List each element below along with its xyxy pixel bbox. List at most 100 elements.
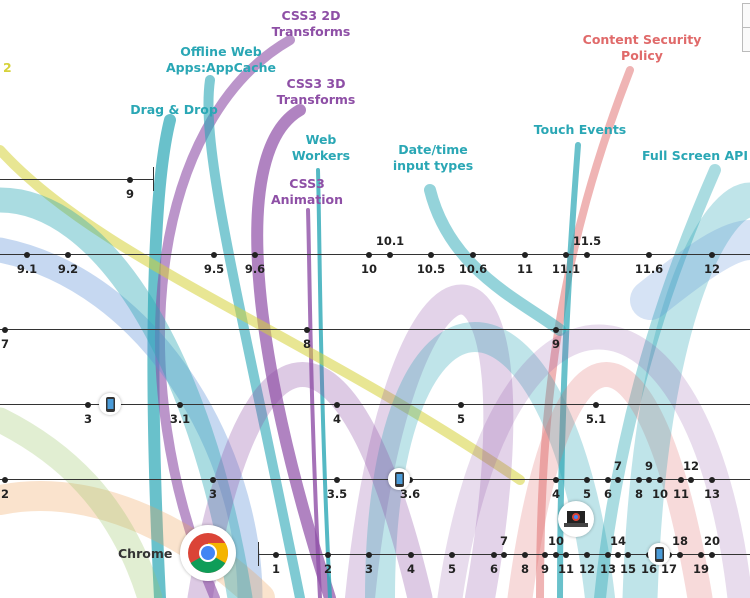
version-dot[interactable] — [449, 552, 455, 558]
feature-label[interactable]: CSS3 Animation — [270, 176, 344, 207]
version-dot[interactable] — [646, 252, 652, 258]
version-label: 1 — [271, 562, 281, 576]
feature-label[interactable]: Web Workers — [291, 132, 351, 163]
version-label: 4 — [406, 562, 416, 576]
version-dot[interactable] — [625, 552, 631, 558]
feature-ribbon — [0, 237, 263, 598]
version-dot[interactable] — [584, 477, 590, 483]
version-label: 10.6 — [458, 262, 488, 276]
version-dot[interactable] — [677, 552, 683, 558]
version-dot[interactable] — [522, 552, 528, 558]
feature-label[interactable]: CSS3 3D Transforms — [276, 76, 356, 107]
version-dot[interactable] — [2, 327, 8, 333]
version-dot[interactable] — [24, 252, 30, 258]
version-label: 6 — [603, 487, 613, 501]
version-label: 6 — [489, 562, 499, 576]
version-dot[interactable] — [678, 477, 684, 483]
browser-label-chrome: Chrome — [118, 546, 173, 561]
version-timeline — [0, 479, 750, 480]
version-dot[interactable] — [709, 552, 715, 558]
version-dot[interactable] — [491, 552, 497, 558]
feature-label[interactable]: Drag & Drop — [130, 102, 218, 117]
version-dot[interactable] — [688, 477, 694, 483]
version-dot[interactable] — [615, 477, 621, 483]
feature-ribbon — [622, 182, 750, 598]
version-dot[interactable] — [646, 477, 652, 483]
version-dot[interactable] — [366, 252, 372, 258]
version-dot[interactable] — [709, 477, 715, 483]
feature-ribbon — [437, 324, 750, 598]
version-dot[interactable] — [542, 552, 548, 558]
version-label: 15 — [619, 562, 637, 576]
timeline-end-tick — [258, 542, 259, 566]
version-label: 11 — [557, 562, 575, 576]
version-dot[interactable] — [553, 552, 559, 558]
feature-ribbon — [0, 187, 253, 598]
feature-label[interactable]: Full Screen API — [641, 148, 749, 163]
version-label: 2 — [323, 562, 333, 576]
version-dot[interactable] — [273, 552, 279, 558]
version-dot[interactable] — [470, 252, 476, 258]
version-dot[interactable] — [428, 252, 434, 258]
version-label: 3.1 — [169, 412, 191, 426]
zoom-in-button[interactable] — [742, 3, 750, 28]
version-timeline — [0, 329, 750, 330]
version-dot[interactable] — [458, 402, 464, 408]
version-label: 10 — [360, 262, 378, 276]
feature-ribbon — [316, 168, 332, 598]
version-dot[interactable] — [177, 402, 183, 408]
version-dot[interactable] — [85, 402, 91, 408]
version-dot[interactable] — [210, 477, 216, 483]
version-dot[interactable] — [334, 402, 340, 408]
version-dot[interactable] — [584, 552, 590, 558]
version-label: 9 — [125, 187, 135, 201]
feature-ribbon — [0, 481, 275, 598]
version-dot[interactable] — [366, 552, 372, 558]
version-dot[interactable] — [636, 477, 642, 483]
version-label: 10.5 — [416, 262, 446, 276]
version-dot[interactable] — [657, 477, 663, 483]
feature-label[interactable]: Touch Events — [533, 122, 627, 137]
version-dot[interactable] — [605, 552, 611, 558]
version-dot[interactable] — [501, 552, 507, 558]
version-dot[interactable] — [584, 252, 590, 258]
version-dot[interactable] — [698, 552, 704, 558]
version-dot[interactable] — [709, 252, 715, 258]
version-dot[interactable] — [2, 477, 8, 483]
version-dot[interactable] — [563, 552, 569, 558]
version-dot[interactable] — [325, 552, 331, 558]
version-dot[interactable] — [553, 477, 559, 483]
version-dot[interactable] — [615, 552, 621, 558]
version-dot[interactable] — [605, 477, 611, 483]
version-label: 13 — [599, 562, 617, 576]
feature-label[interactable]: Date/time input types — [392, 142, 474, 173]
version-dot[interactable] — [522, 252, 528, 258]
version-dot[interactable] — [408, 552, 414, 558]
feature-ribbon — [251, 104, 336, 598]
version-dot[interactable] — [563, 252, 569, 258]
version-label: 12 — [703, 262, 721, 276]
mobile-icon — [99, 393, 121, 415]
feature-label[interactable]: Offline Web Apps:AppCache — [166, 44, 276, 75]
version-dot[interactable] — [553, 327, 559, 333]
version-dot[interactable] — [593, 402, 599, 408]
version-dot[interactable] — [407, 477, 413, 483]
timeline-end-tick — [153, 167, 154, 191]
version-label: 11.5 — [572, 234, 602, 248]
version-dot[interactable] — [127, 177, 133, 183]
feature-label[interactable]: CSS3 2D Transforms — [271, 8, 351, 39]
version-dot[interactable] — [304, 327, 310, 333]
version-dot[interactable] — [334, 477, 340, 483]
version-dot[interactable] — [65, 252, 71, 258]
version-dot[interactable] — [211, 252, 217, 258]
version-label: 19 — [692, 562, 710, 576]
version-timeline — [0, 179, 153, 180]
version-dot[interactable] — [252, 252, 258, 258]
version-timeline — [0, 404, 750, 405]
feature-label[interactable]: Content Security Policy — [582, 32, 702, 63]
version-dot[interactable] — [387, 252, 393, 258]
zoom-out-button[interactable] — [742, 27, 750, 52]
feature-label[interactable]: 2 — [3, 60, 12, 75]
version-label: 8 — [520, 562, 530, 576]
